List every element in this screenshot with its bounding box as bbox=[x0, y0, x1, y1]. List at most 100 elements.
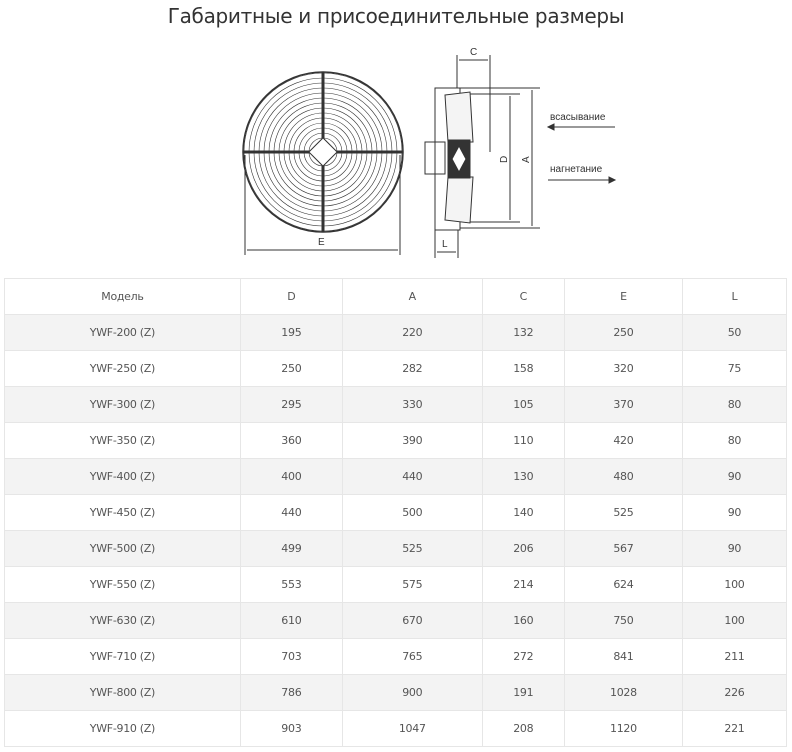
table-cell: 195 bbox=[239, 314, 343, 351]
table-cell: 250 bbox=[563, 314, 683, 351]
table-cell: 282 bbox=[341, 350, 483, 387]
table-cell: 100 bbox=[681, 566, 788, 603]
table-cell: YWF-400 (Z) bbox=[4, 458, 241, 495]
table-row: YWF-550 (Z) 553 575 214 624 100 bbox=[4, 566, 788, 603]
table-cell: 567 bbox=[563, 530, 683, 567]
label-E: E bbox=[318, 237, 325, 248]
column-header: D bbox=[239, 278, 343, 315]
table-cell: 440 bbox=[341, 458, 483, 495]
table-cell: 900 bbox=[341, 674, 483, 711]
table-cell: 610 bbox=[239, 602, 343, 639]
table-cell: 786 bbox=[239, 674, 343, 711]
table-cell: 220 bbox=[341, 314, 483, 351]
table-cell: 214 bbox=[481, 566, 565, 603]
table-cell: YWF-350 (Z) bbox=[4, 422, 241, 459]
table-cell: 765 bbox=[341, 638, 483, 675]
table-cell: 320 bbox=[563, 350, 683, 387]
table-row: YWF-400 (Z) 400 440 130 480 90 bbox=[4, 458, 788, 495]
table-cell: 750 bbox=[563, 602, 683, 639]
table-cell: 390 bbox=[341, 422, 483, 459]
table-cell: 575 bbox=[341, 566, 483, 603]
table-cell: YWF-200 (Z) bbox=[4, 314, 241, 351]
table-cell: 1047 bbox=[341, 710, 483, 747]
label-C: C bbox=[470, 47, 477, 58]
table-cell: YWF-630 (Z) bbox=[4, 602, 241, 639]
table-cell: 208 bbox=[481, 710, 565, 747]
table-cell: YWF-250 (Z) bbox=[4, 350, 241, 387]
label-discharge: нагнетание bbox=[550, 164, 603, 175]
table-cell: 903 bbox=[239, 710, 343, 747]
table-cell: 400 bbox=[239, 458, 343, 495]
fan-front-view bbox=[242, 71, 404, 233]
table-cell: 1120 bbox=[563, 710, 683, 747]
table-row: YWF-710 (Z) 703 765 272 841 211 bbox=[4, 638, 788, 675]
column-header: L bbox=[681, 278, 788, 315]
table-cell: 841 bbox=[563, 638, 683, 675]
table-cell: 525 bbox=[341, 530, 483, 567]
table-cell: 100 bbox=[681, 602, 788, 639]
label-suction: всасывание bbox=[550, 112, 606, 123]
table-header-row: Модель D A C E L bbox=[4, 278, 788, 315]
table-cell: YWF-550 (Z) bbox=[4, 566, 241, 603]
table-cell: 140 bbox=[481, 494, 565, 531]
dimension-E: E bbox=[244, 155, 401, 255]
table-cell: 480 bbox=[563, 458, 683, 495]
label-D: D bbox=[499, 156, 510, 163]
table-cell: 75 bbox=[681, 350, 788, 387]
table-cell: 360 bbox=[239, 422, 343, 459]
table-cell: YWF-300 (Z) bbox=[4, 386, 241, 423]
column-header: C bbox=[481, 278, 565, 315]
table-row: YWF-300 (Z) 295 330 105 370 80 bbox=[4, 386, 788, 423]
fan-dimension-diagram: E C L D A всасывание нагнетание bbox=[242, 47, 617, 258]
table-cell: 90 bbox=[681, 530, 788, 567]
table-cell: 295 bbox=[239, 386, 343, 423]
table-cell: 158 bbox=[481, 350, 565, 387]
table-cell: 221 bbox=[681, 710, 788, 747]
table-cell: 250 bbox=[239, 350, 343, 387]
table-cell: 211 bbox=[681, 638, 788, 675]
table-cell: 703 bbox=[239, 638, 343, 675]
table-cell: YWF-500 (Z) bbox=[4, 530, 241, 567]
label-L: L bbox=[442, 239, 448, 250]
table-cell: 160 bbox=[481, 602, 565, 639]
table-cell: YWF-910 (Z) bbox=[4, 710, 241, 747]
table-cell: 90 bbox=[681, 458, 788, 495]
table-cell: YWF-800 (Z) bbox=[4, 674, 241, 711]
table-cell: YWF-710 (Z) bbox=[4, 638, 241, 675]
table-cell: 370 bbox=[563, 386, 683, 423]
page-title: Габаритные и присоединительные размеры bbox=[167, 4, 625, 28]
table-row: YWF-350 (Z) 360 390 110 420 80 bbox=[4, 422, 788, 459]
column-header: E bbox=[563, 278, 683, 315]
table-cell: 1028 bbox=[563, 674, 683, 711]
column-header: A bbox=[341, 278, 483, 315]
table-cell: 670 bbox=[341, 602, 483, 639]
dimensions-table: Модель D A C E L YWF-200 (Z) 195 220 132 250 50 YWF… bbox=[4, 278, 788, 747]
table-row: YWF-250 (Z) 250 282 158 320 75 bbox=[4, 350, 788, 387]
table-cell: 90 bbox=[681, 494, 788, 531]
table-cell: 80 bbox=[681, 386, 788, 423]
table-row: YWF-910 (Z) 903 1047 208 1120 221 bbox=[4, 710, 788, 747]
table-row: YWF-200 (Z) 195 220 132 250 50 bbox=[4, 314, 788, 351]
table-row: YWF-500 (Z) 499 525 206 567 90 bbox=[4, 530, 788, 567]
table-cell: 191 bbox=[481, 674, 565, 711]
label-A: A bbox=[521, 156, 532, 163]
table-cell: 420 bbox=[563, 422, 683, 459]
table-cell: 272 bbox=[481, 638, 565, 675]
fan-side-view: C L D A bbox=[424, 47, 540, 258]
table-row: YWF-800 (Z) 786 900 191 1028 226 bbox=[4, 674, 788, 711]
table-cell: 499 bbox=[239, 530, 343, 567]
table-cell: 80 bbox=[681, 422, 788, 459]
table-row: YWF-630 (Z) 610 670 160 750 100 bbox=[4, 602, 788, 639]
table-cell: 105 bbox=[481, 386, 565, 423]
table-cell: 500 bbox=[341, 494, 483, 531]
table-cell: 624 bbox=[563, 566, 683, 603]
table-cell: 440 bbox=[239, 494, 343, 531]
table-cell: 50 bbox=[681, 314, 788, 351]
table-cell: 132 bbox=[481, 314, 565, 351]
table-cell: 553 bbox=[239, 566, 343, 603]
table-cell: 206 bbox=[481, 530, 565, 567]
table-row: YWF-450 (Z) 440 500 140 525 90 bbox=[4, 494, 788, 531]
column-header: Модель bbox=[4, 278, 241, 315]
table-cell: YWF-450 (Z) bbox=[4, 494, 241, 531]
table-cell: 226 bbox=[681, 674, 788, 711]
